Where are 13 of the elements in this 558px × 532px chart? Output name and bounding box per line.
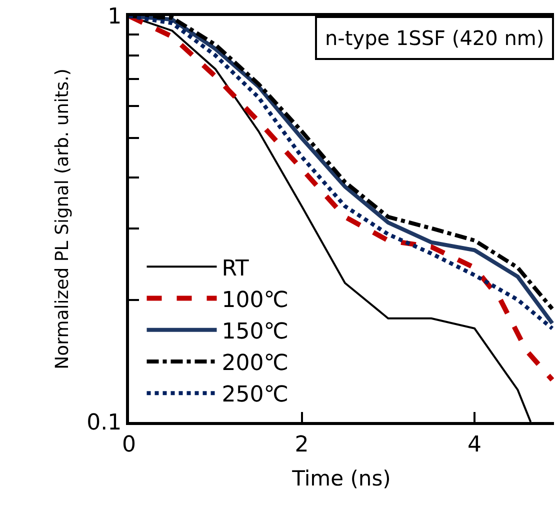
x-tick-label: 0 bbox=[122, 432, 136, 458]
x-axis-title: Time (ns) bbox=[291, 466, 391, 491]
y-axis-title: Normalized PL Signal (arb. units.) bbox=[52, 68, 73, 370]
y-tick-label: 0.1 bbox=[86, 410, 122, 436]
legend-label: 100℃ bbox=[222, 288, 288, 313]
x-tick-label: 2 bbox=[294, 432, 309, 458]
legend-label: RT bbox=[222, 256, 250, 282]
legend-label: 200℃ bbox=[222, 351, 288, 376]
legend-label: 150℃ bbox=[222, 319, 288, 344]
legend-label: 250℃ bbox=[222, 382, 288, 408]
annotation: n-type 1SSF (420 nm) bbox=[325, 26, 544, 50]
x-tick-label: 4 bbox=[468, 432, 482, 458]
y-tick-label: 1 bbox=[108, 4, 122, 30]
